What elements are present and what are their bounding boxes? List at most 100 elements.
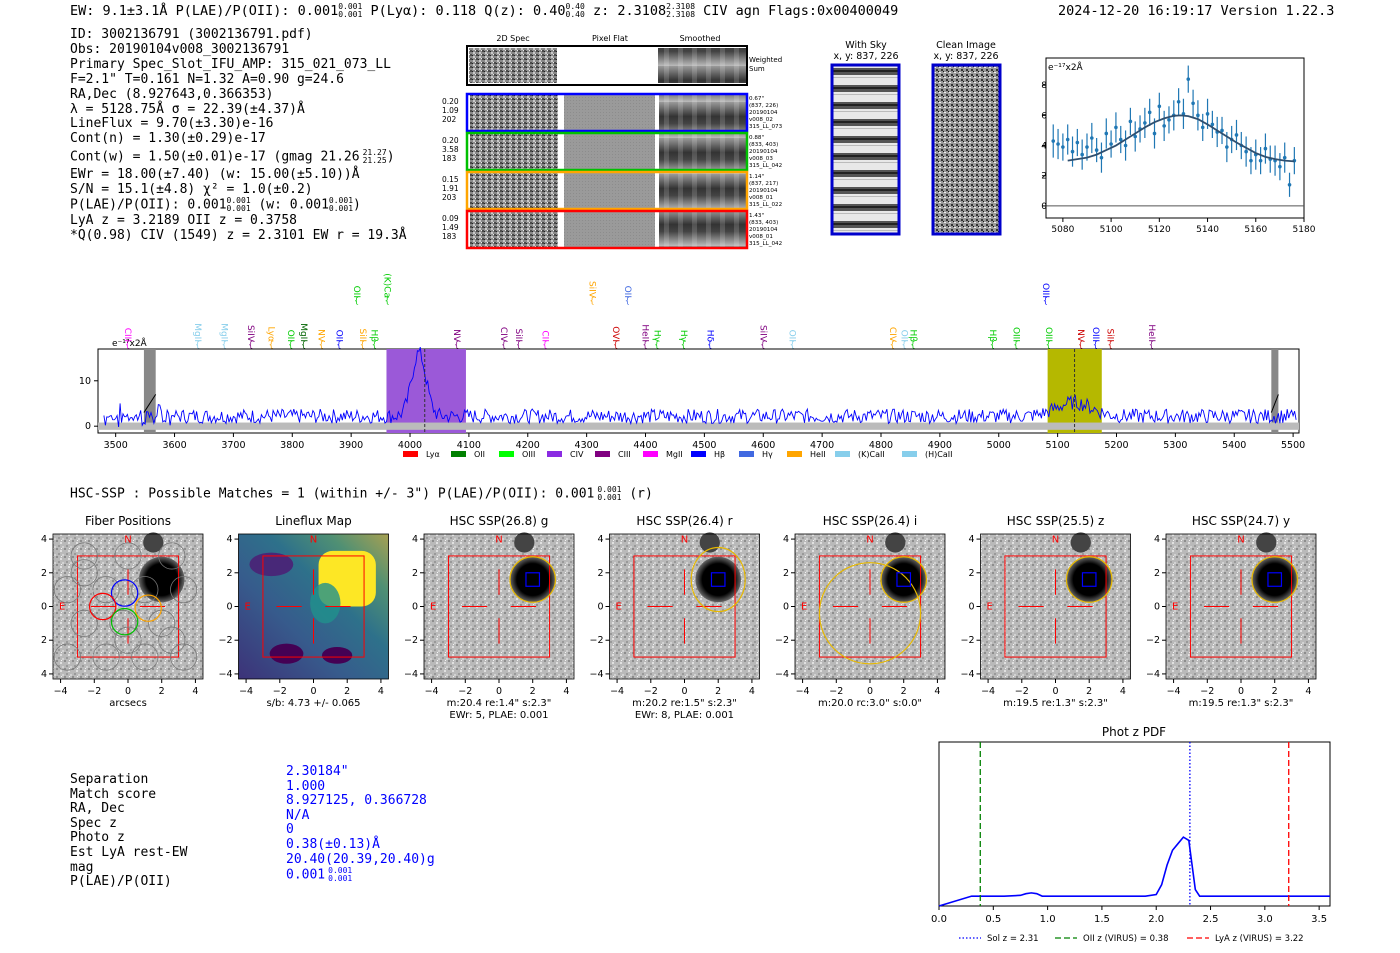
cutout-row-border [465, 92, 749, 133]
spectral-line-label: Hβ [907, 329, 917, 342]
spectral-line-brace: { [360, 340, 365, 349]
data-point [1104, 131, 1109, 136]
match-value: 0.001 0.001 0.001 [286, 866, 353, 884]
cutout-right-label: (837, 217) [749, 181, 778, 187]
imaging-panel: Lineflux Map N E −4 −4 −2 −2 0 0 2 2 4 4 s/b: 4.73 +/… [218, 514, 389, 709]
spectral-line-label: SiII [1105, 328, 1115, 342]
spectral-line-label: OII [333, 330, 343, 342]
east-marker: E [430, 602, 436, 613]
cutout-right-label: 20190104 [749, 149, 778, 155]
spectral-line-label: OIII [1090, 327, 1100, 342]
spectral-line-brace: { [643, 340, 648, 349]
data-point [1258, 158, 1263, 163]
x-tick-label: 4 [563, 686, 569, 697]
x-tick-label: −4 [610, 686, 624, 697]
y-tick-label: 0 [1154, 602, 1160, 613]
spectral-line-brace: { [625, 296, 630, 305]
x-tick-label: 2 [1272, 686, 1278, 697]
panel-caption: EWr: 8, PLAE: 0.001 [635, 710, 734, 721]
spectral-line-brace: { [372, 340, 377, 349]
spectral-line-label: SiIV [757, 325, 767, 343]
legend-label: Hβ [714, 450, 725, 459]
data-point [1090, 136, 1094, 140]
spectral-line-brace: { [385, 296, 390, 305]
fiber-circle [109, 609, 137, 637]
line-window-band [386, 349, 466, 433]
spectral-line-label: NV [1075, 329, 1085, 343]
data-point [1287, 182, 1292, 187]
y-tick-label: 4 [597, 534, 603, 545]
y-tick-label: 4 [1154, 534, 1160, 545]
panel-title: HSC SSP(26.4) i [823, 514, 918, 528]
x-tick-label: 3600 [162, 440, 186, 451]
y-tick-label: −4 [40, 669, 47, 680]
spectral-line-label: OII [787, 330, 797, 342]
east-marker: E [1172, 602, 1178, 613]
data-point [1114, 125, 1118, 130]
cutout-2d-spec [470, 173, 558, 208]
panel-title: Fiber Positions [85, 514, 171, 528]
spectral-line-brace: { [654, 340, 659, 349]
fiber-circle [158, 542, 186, 570]
spectral-line-brace: { [1013, 340, 1018, 349]
y-tick-label: −2 [775, 635, 789, 646]
header-plya: P(Lyα): 0.118 [370, 3, 477, 19]
cutout-smoothed [659, 212, 746, 247]
cutout-right-label: (833, 403) [749, 220, 778, 226]
cutout-right-label: 20190104 [749, 227, 778, 233]
x-tick-label: 4 [1120, 686, 1126, 697]
y-tick-label: 0 [412, 602, 418, 613]
info-plae: P(LAE)/P(OII): 0.001 0.001 0.001 (w: 0.001… [70, 196, 361, 214]
aperture-ellipse [880, 556, 928, 603]
x-tick-label: 5180 [1293, 225, 1316, 234]
cutout-left-label: 0.15 [442, 175, 459, 184]
legend-label: (K)CaII [858, 450, 885, 459]
cutout-right-label: v008_01 [749, 234, 773, 240]
header-rest: CIV agn Flags:0x00400049 [703, 3, 899, 19]
north-marker: N [1052, 534, 1059, 545]
cutout-left-label: 0.20 [442, 97, 459, 106]
aperture-ellipse [1065, 556, 1113, 603]
hsc-title: HSC-SSP : Possible Matches = 1 (within +… [70, 485, 653, 502]
legend-label: Hγ [762, 450, 773, 459]
data-point [1263, 146, 1268, 151]
header-z: z: 2.3108 [592, 3, 667, 19]
cutout-image [424, 534, 574, 679]
legend-swatch [691, 451, 706, 457]
x-tick-label: 0.5 [985, 914, 1001, 925]
clean-image [931, 63, 1002, 236]
aperture-ellipse [1251, 556, 1299, 603]
y-tick-label: −4 [1146, 669, 1160, 680]
panel-caption: m:20.4 re:1.4" s:2.3" [447, 698, 552, 709]
y-tick-label: 6 [1041, 111, 1047, 121]
spectral-line-label: HeII [1146, 324, 1156, 342]
y-tick-label: 0 [41, 602, 47, 613]
panel-title: HSC SSP(26.4) r [636, 514, 732, 528]
spectral-line-brace: { [613, 340, 618, 349]
cutout-left-label: 0.09 [442, 214, 459, 223]
info-line: Primary Spec_Slot_IFU_AMP: 315_021_073_L… [70, 56, 391, 72]
spectrum-ylabel: e⁻¹⁷x2Å [112, 337, 148, 349]
x-tick-label: 4200 [516, 440, 540, 451]
imaging-panel: HSC SSP(26.4) i N E −4 −4 −2 −2 0 0 2 2 4 4 m:20.0 rc… [775, 514, 946, 709]
cutout-image [53, 534, 203, 679]
imaging-panel: HSC SSP(26.8) g N E −4 −4 −2 −2 0 0 2 2 4 4 m:20.4 re… [404, 514, 575, 721]
cutout-right-label: v008_01 [749, 195, 773, 201]
cutout-left-label: 1.91 [442, 184, 459, 193]
cutout-right-label: 315_LL_042 [749, 241, 782, 247]
data-point [1244, 149, 1248, 154]
spectral-line-brace: { [248, 340, 253, 349]
spectral-line-label: CIV [887, 327, 897, 343]
legend-swatch [499, 451, 514, 457]
spectral-line-brace: { [125, 340, 130, 349]
source-blob [1251, 556, 1298, 603]
x-tick-label: 4900 [928, 440, 952, 451]
data-point [1118, 137, 1123, 142]
data-point [1075, 140, 1080, 145]
x-tick-label: 5400 [1222, 440, 1246, 451]
spectral-cutouts: 2D Spec Pixel Flat Smoothed Weighted Sum… [442, 34, 783, 250]
data-point [1070, 149, 1075, 154]
north-marker: N [124, 534, 131, 545]
weighted-sum-label: Weighted [749, 56, 782, 64]
spectral-line-label: HeII [640, 324, 650, 342]
